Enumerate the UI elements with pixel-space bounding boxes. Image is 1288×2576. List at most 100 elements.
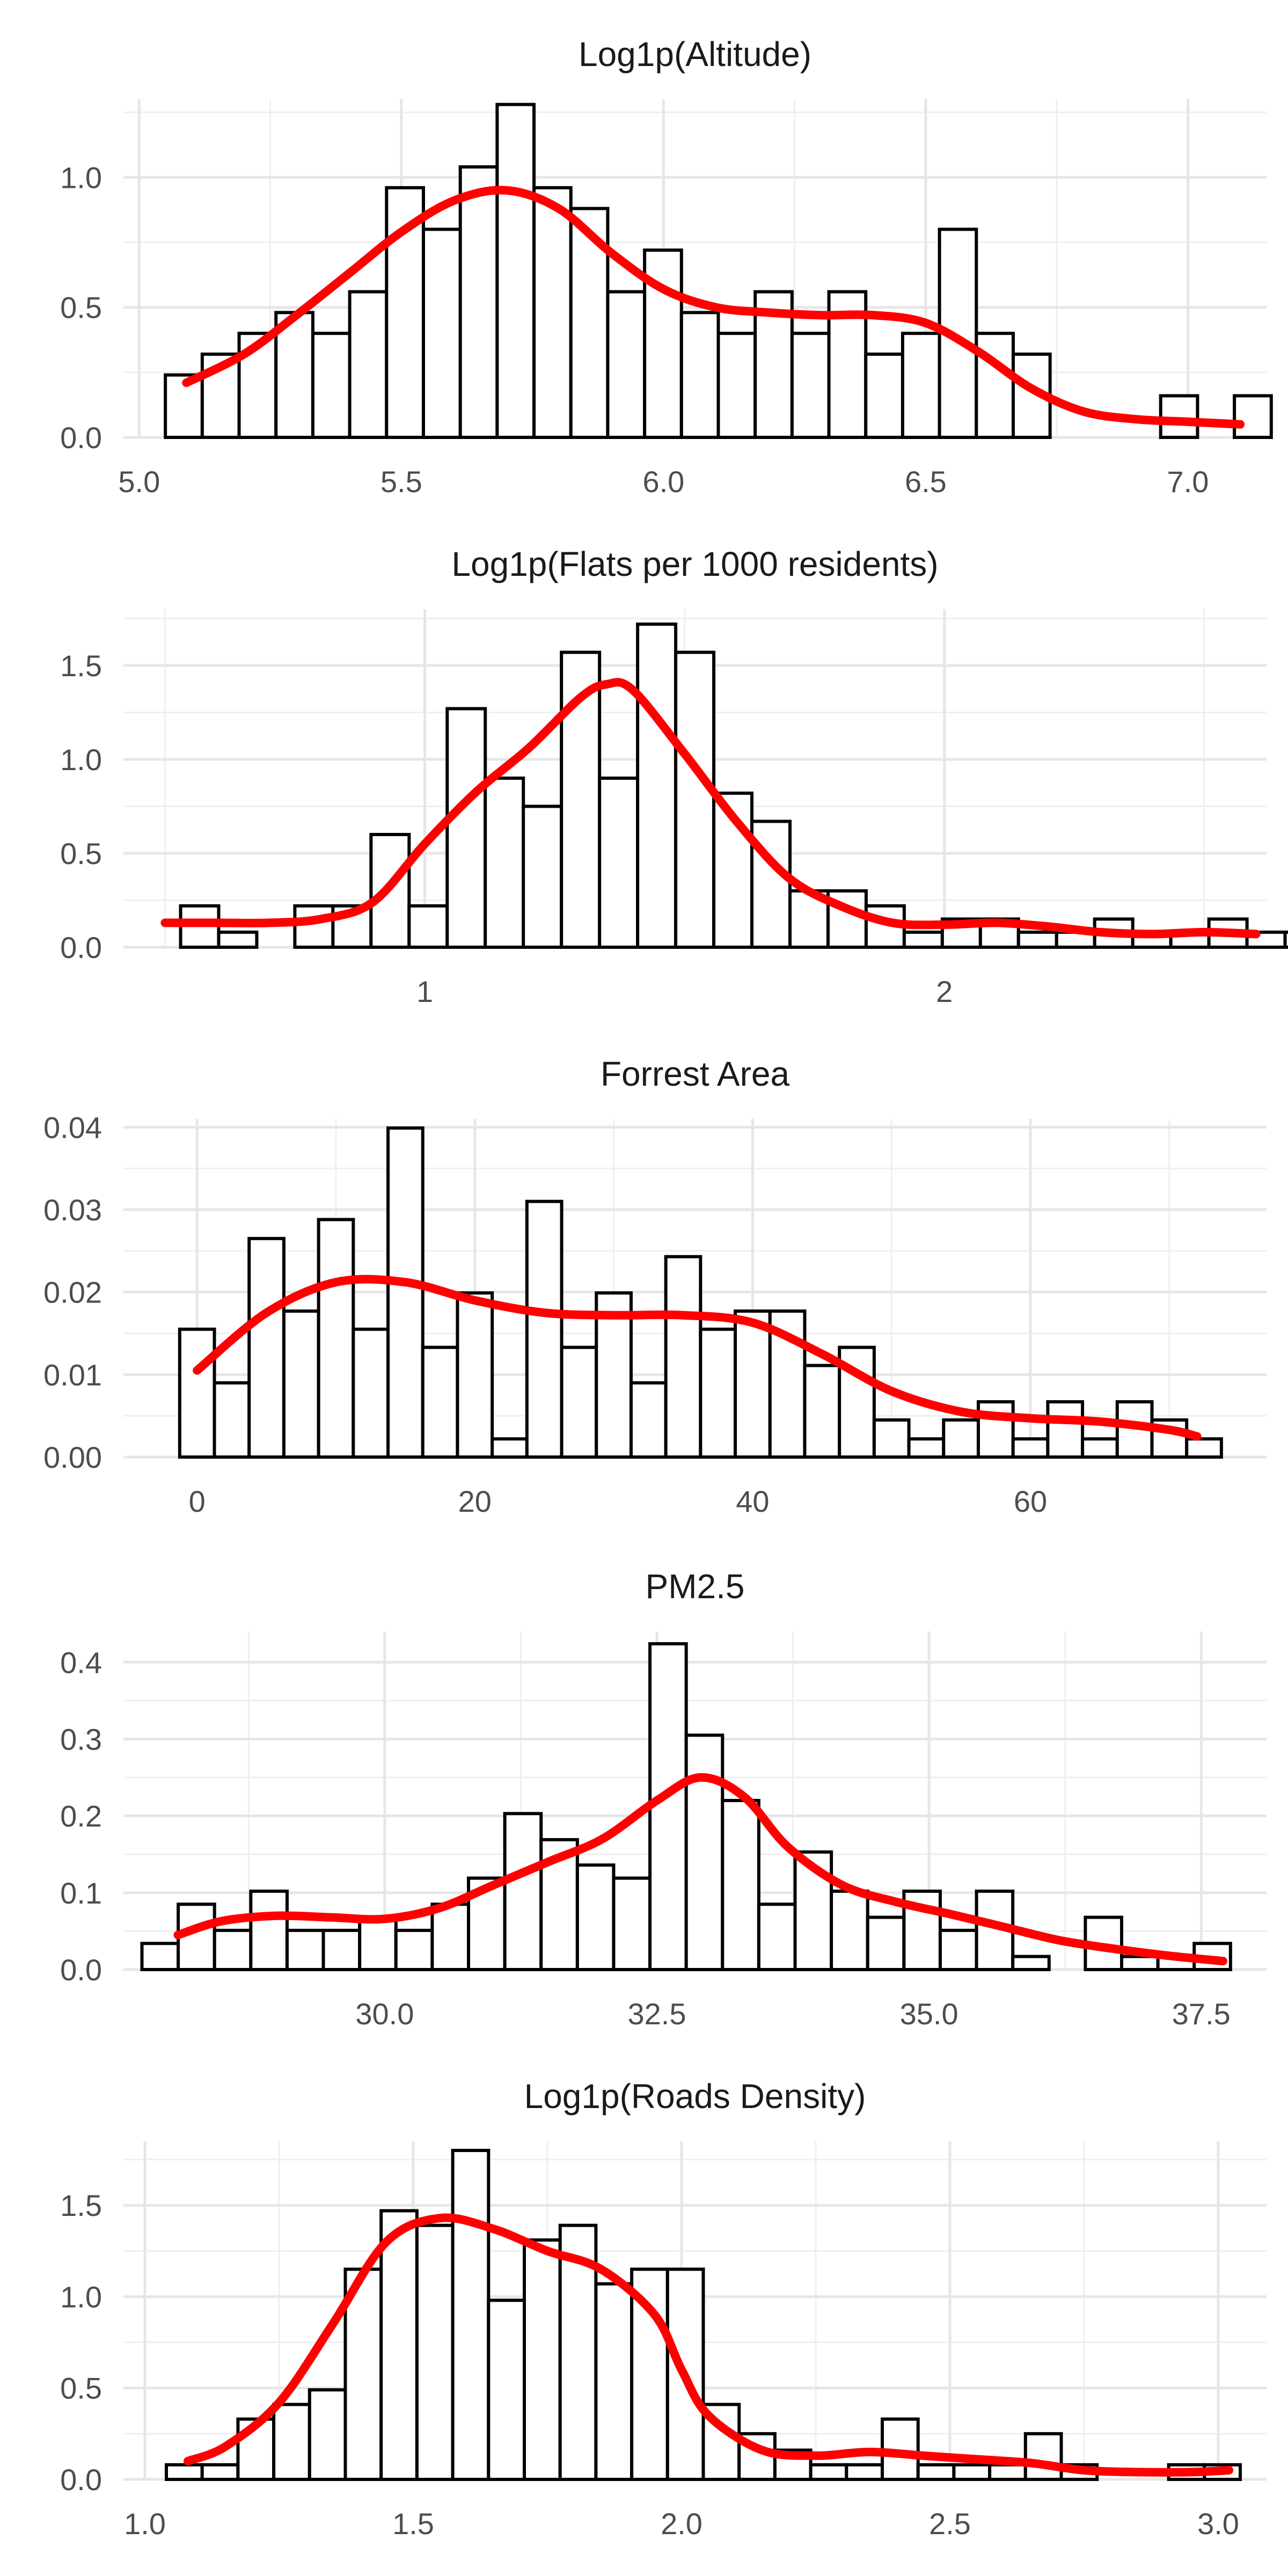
x-tick-label: 35.0	[900, 1997, 958, 2031]
histogram-bar	[803, 1364, 841, 1459]
histogram-bar	[285, 1928, 325, 1972]
y-tick-label: 1.5	[60, 649, 102, 683]
y-tick-label: 1.0	[60, 743, 102, 777]
x-tick-label: 1.5	[392, 2507, 434, 2541]
histogram-bar	[1283, 931, 1288, 949]
histogram-bar	[379, 2209, 419, 2481]
histogram-bar	[200, 2463, 240, 2482]
histogram-bar	[525, 1199, 564, 1459]
histogram-bar	[249, 1889, 289, 1972]
histogram-bar	[636, 623, 678, 949]
x-tick-label: 2.5	[929, 2507, 971, 2541]
x-tick-label: 60	[1014, 1484, 1047, 1518]
histogram-bar	[503, 1812, 543, 1971]
x-axis-tick-labels: 5.0 5.5 6.0 6.5 7.0	[118, 465, 1209, 499]
histogram-bars	[164, 103, 1273, 440]
histogram-bar	[629, 1381, 668, 1459]
histogram-bars	[179, 623, 1288, 949]
y-tick-label: 0.5	[60, 291, 102, 325]
x-tick-label: 2	[936, 975, 953, 1008]
histogram-bar	[177, 1902, 216, 1971]
histogram-bar	[845, 2463, 884, 2482]
x-axis-tick-labels: 0 20 40 60	[189, 1484, 1048, 1518]
histogram-bar	[532, 186, 573, 439]
histogram-bars	[140, 1642, 1232, 1972]
histogram-bar	[575, 1863, 616, 1971]
histogram-bar	[612, 1876, 652, 1971]
histogram-bar	[1046, 1400, 1085, 1459]
panel-log1p-altitude: Log1p(Altitude) 5.0 5.5 6.0 6.5 7.0 0.0 0.5 1.0	[60, 35, 1273, 499]
histogram-bar	[487, 2299, 526, 2482]
y-tick-label: 0.4	[60, 1645, 102, 1679]
histogram-bar	[830, 1889, 869, 1972]
y-tick-label: 0.00	[43, 1440, 102, 1474]
histogram-bar	[421, 228, 462, 439]
histogram-bar	[1011, 1955, 1051, 1972]
histogram-bars	[165, 2149, 1242, 2482]
histogram-bar	[809, 2463, 848, 2482]
histogram-bar	[595, 1291, 633, 1459]
histogram-bar	[606, 290, 647, 439]
x-tick-label: 40	[736, 1484, 769, 1518]
x-tick-label: 5.0	[118, 465, 160, 499]
x-tick-label: 1.0	[124, 2507, 166, 2541]
histogram-bar	[415, 2223, 455, 2481]
histogram-bar	[976, 1400, 1015, 1459]
histogram-bar	[757, 1902, 797, 1971]
histogram-bar	[1159, 394, 1199, 440]
histogram-bar	[343, 2267, 383, 2482]
y-tick-label: 0.3	[60, 1722, 102, 1756]
panel-title: Log1p(Altitude)	[579, 35, 811, 74]
x-axis-tick-labels: 1.0 1.5 2.0 2.5 3.0	[124, 2507, 1239, 2541]
histogram-bar	[674, 650, 716, 949]
y-tick-label: 0.02	[43, 1276, 102, 1309]
x-tick-label: 0	[189, 1484, 206, 1518]
histogram-bar	[213, 1928, 253, 1972]
y-tick-label: 0.03	[43, 1193, 102, 1227]
density-curve	[184, 2213, 1233, 2477]
density-curve	[173, 1773, 1227, 1966]
histogram-bar	[864, 352, 904, 440]
histogram-bar	[988, 2463, 1027, 2482]
histogram-bar	[317, 1218, 355, 1459]
histogram-bar	[321, 1928, 362, 1972]
histogram-bar	[522, 804, 564, 949]
histogram-bar	[272, 2403, 311, 2482]
histogram-bar	[308, 2388, 347, 2482]
y-tick-label: 0.5	[60, 837, 102, 870]
histogram-bar	[430, 1902, 470, 1971]
y-tick-label: 0.01	[43, 1358, 102, 1392]
histogram-bar	[1185, 1437, 1223, 1459]
histogram-bar	[1233, 394, 1273, 440]
histogram-bar	[664, 1255, 702, 1459]
histogram-bar	[901, 332, 941, 440]
histogram-bar	[699, 1327, 737, 1459]
histogram-bar	[712, 792, 754, 949]
histogram-bar	[274, 311, 314, 440]
density-curve	[182, 186, 1245, 429]
histogram-bar	[484, 777, 525, 949]
histogram-bar	[1023, 2432, 1063, 2481]
histogram-bar	[872, 1418, 911, 1459]
panel-title: Forrest Area	[601, 1055, 790, 1093]
histogram-bar	[495, 103, 536, 439]
histogram-bar	[684, 1733, 724, 1971]
histogram-bar	[311, 332, 352, 440]
histogram-bar	[458, 165, 499, 439]
y-tick-label: 0.0	[60, 421, 102, 455]
y-axis-tick-labels: 0.00 0.01 0.02 0.03 0.04	[43, 1110, 102, 1474]
histogram-bar	[560, 1345, 598, 1459]
histogram-bar	[421, 1345, 459, 1459]
histogram-bar	[826, 889, 868, 949]
x-tick-label: 5.5	[380, 465, 422, 499]
histogram-bar	[293, 904, 335, 949]
histogram-bar	[178, 1327, 216, 1459]
histogram-bar	[594, 2282, 634, 2481]
histogram-bar	[952, 2463, 992, 2482]
panel-log1p-roads-density: Log1p(Roads Density) 1.0 1.5 2.0 2.5 3.00.00…	[60, 2077, 1267, 2541]
histogram-bar	[721, 1799, 760, 1971]
histogram-bar	[902, 931, 944, 949]
histogram-bar	[1011, 1437, 1050, 1459]
histogram-bar	[282, 1309, 320, 1459]
